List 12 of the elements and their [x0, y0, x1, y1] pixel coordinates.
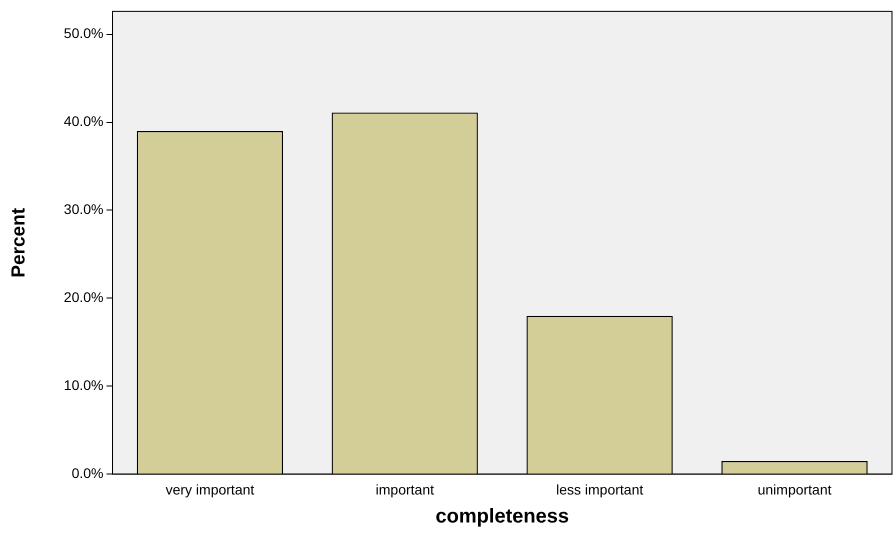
y-tick-label: 20.0% — [64, 289, 104, 306]
y-tick-label: 10.0% — [64, 377, 104, 394]
x-tick-label: very important — [166, 481, 254, 498]
y-axis-title: Percent — [8, 207, 30, 278]
x-tick-label: important — [376, 481, 434, 498]
x-axis-title: completeness — [436, 506, 569, 528]
x-tick-label: less important — [556, 481, 644, 498]
y-tick-label: 0.0% — [72, 465, 104, 482]
y-tick-label: 40.0% — [64, 113, 104, 130]
y-tick-label: 50.0% — [64, 25, 104, 42]
x-tick-label: unimportant — [758, 481, 832, 498]
y-tick-label: 30.0% — [64, 201, 104, 218]
